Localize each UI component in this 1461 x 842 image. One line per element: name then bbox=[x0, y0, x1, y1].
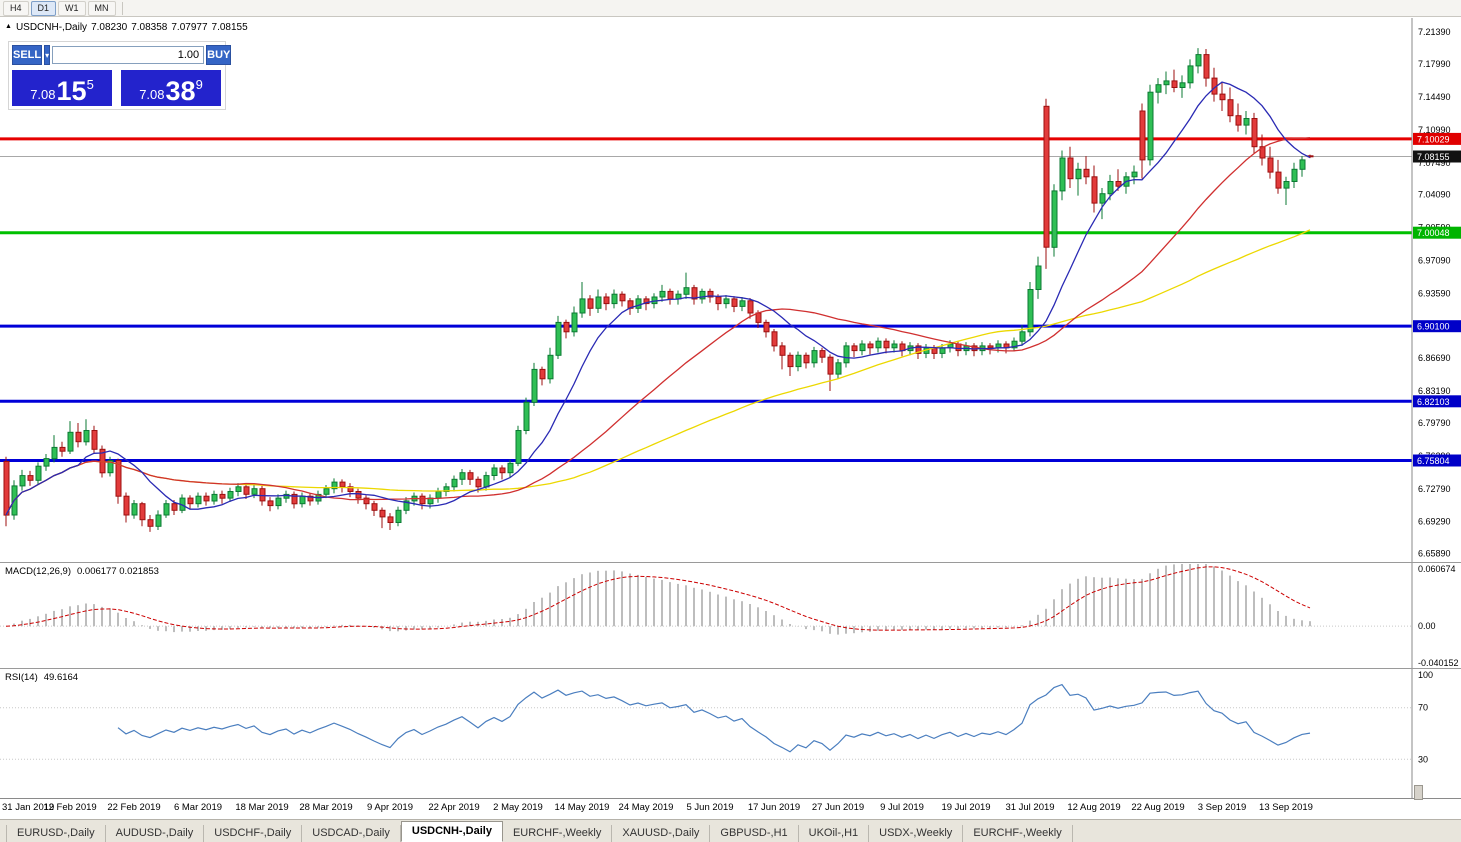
timeframe-d1-button[interactable]: D1 bbox=[30, 0, 57, 16]
volume-input[interactable] bbox=[52, 46, 205, 64]
tab-eurchf-weekly-2[interactable]: EURCHF-,Weekly bbox=[963, 825, 1073, 842]
date-label: 22 Feb 2019 bbox=[107, 802, 161, 813]
date-label: 22 Apr 2019 bbox=[428, 802, 480, 813]
date-axis[interactable]: 31 Jan 2019 12 Feb 2019 22 Feb 2019 6 Mar 2… bbox=[0, 798, 1461, 816]
rsi-label: RSI(14) 49.6164 bbox=[5, 672, 84, 683]
svg-text:6.65890: 6.65890 bbox=[1418, 549, 1451, 559]
svg-text:6.97090: 6.97090 bbox=[1418, 256, 1451, 266]
svg-text:7.17990: 7.17990 bbox=[1418, 59, 1451, 69]
date-label: 27 Jun 2019 bbox=[811, 802, 865, 813]
svg-text:100: 100 bbox=[1418, 670, 1433, 680]
timeframe-w1-button[interactable]: W1 bbox=[58, 0, 86, 16]
svg-text:30: 30 bbox=[1418, 754, 1428, 764]
sell-price-pipette: 5 bbox=[86, 77, 94, 92]
axis-scrollbar[interactable] bbox=[1414, 785, 1423, 800]
date-label: 31 Jan 2019 bbox=[2, 802, 55, 813]
macd-current-values: 0.006177 0.021853 bbox=[77, 566, 159, 577]
date-label: 13 Sep 2019 bbox=[1259, 802, 1313, 813]
panel-separator bbox=[0, 562, 1461, 563]
svg-text:70: 70 bbox=[1418, 703, 1428, 713]
date-label: 12 Aug 2019 bbox=[1067, 802, 1121, 813]
date-label: 24 May 2019 bbox=[618, 802, 674, 813]
tab-usdcnh-daily[interactable]: USDCNH-,Daily bbox=[400, 821, 503, 842]
tab-gbpusd-h1[interactable]: GBPUSD-,H1 bbox=[710, 825, 799, 842]
date-label: 6 Mar 2019 bbox=[173, 802, 223, 813]
svg-text:6.93590: 6.93590 bbox=[1418, 288, 1451, 298]
sell-button[interactable]: SELL bbox=[12, 45, 43, 65]
tab-usdcad-daily[interactable]: USDCAD-,Daily bbox=[302, 825, 401, 842]
date-label: 22 Aug 2019 bbox=[1131, 802, 1185, 813]
svg-text:7.08155: 7.08155 bbox=[1417, 152, 1450, 162]
date-label: 3 Sep 2019 bbox=[1197, 802, 1247, 813]
buy-price-pipette: 9 bbox=[195, 77, 203, 92]
date-label: 19 Jul 2019 bbox=[941, 802, 991, 813]
timeframe-toolbar: H4 D1 W1 MN bbox=[0, 0, 1461, 17]
svg-text:6.83190: 6.83190 bbox=[1418, 386, 1451, 396]
one-click-trading-panel: SELL ▾ BUY 7.08 15 5 7.08 38 9 bbox=[8, 41, 232, 110]
buy-price-display[interactable]: 7.08 38 9 bbox=[121, 70, 221, 106]
tab-eurchf-weekly[interactable]: EURCHF-,Weekly bbox=[503, 825, 613, 842]
tab-xauusd-daily[interactable]: XAUUSD-,Daily bbox=[612, 825, 711, 842]
tab-usdx-weekly[interactable]: USDX-,Weekly bbox=[869, 825, 964, 842]
timeframe-mn-button[interactable]: MN bbox=[87, 0, 116, 16]
svg-text:-0.040152: -0.040152 bbox=[1418, 658, 1459, 668]
svg-text:7.10029: 7.10029 bbox=[1417, 134, 1450, 144]
buy-price-main: 38 bbox=[165, 76, 196, 106]
date-label: 14 May 2019 bbox=[554, 802, 610, 813]
svg-text:7.21390: 7.21390 bbox=[1418, 27, 1451, 37]
date-label: 9 Jul 2019 bbox=[880, 802, 924, 813]
date-label: 9 Apr 2019 bbox=[367, 802, 413, 813]
rsi-name: RSI(14) bbox=[5, 672, 38, 683]
svg-text:7.10990: 7.10990 bbox=[1418, 125, 1451, 135]
rsi-indicator-panel[interactable]: 100 70 30 bbox=[0, 669, 1461, 798]
open-value: 7.08230 bbox=[91, 22, 128, 33]
panel-separator bbox=[0, 668, 1461, 669]
tab-ukoil-h1[interactable]: UKOil-,H1 bbox=[799, 825, 870, 842]
svg-text:0.00: 0.00 bbox=[1418, 621, 1436, 631]
date-label: 28 Mar 2019 bbox=[299, 802, 353, 813]
svg-text:6.75804: 6.75804 bbox=[1417, 456, 1450, 466]
svg-text:7.14490: 7.14490 bbox=[1418, 92, 1451, 102]
tab-eurusd-daily[interactable]: EURUSD-,Daily bbox=[6, 825, 106, 842]
svg-text:6.90100: 6.90100 bbox=[1417, 322, 1450, 332]
chart-tab-bar: EURUSD-,Daily AUDUSD-,Daily USDCHF-,Dail… bbox=[0, 819, 1461, 842]
close-value: 7.08155 bbox=[211, 22, 248, 33]
svg-text:6.72790: 6.72790 bbox=[1418, 484, 1451, 494]
timeframe-h4-button[interactable]: H4 bbox=[3, 0, 29, 16]
date-label: 5 Jun 2019 bbox=[686, 802, 734, 813]
rsi-current-value: 49.6164 bbox=[43, 672, 79, 683]
svg-text:0.060674: 0.060674 bbox=[1418, 564, 1456, 574]
macd-label: MACD(12,26,9) 0.006177 0.021853 bbox=[5, 566, 165, 577]
macd-name: MACD(12,26,9) bbox=[5, 566, 71, 577]
svg-text:6.79790: 6.79790 bbox=[1418, 418, 1451, 428]
low-value: 7.07977 bbox=[171, 22, 208, 33]
date-label: 17 Jun 2019 bbox=[747, 802, 801, 813]
svg-text:7.00048: 7.00048 bbox=[1417, 228, 1450, 238]
sell-price-display[interactable]: 7.08 15 5 bbox=[12, 70, 112, 106]
candlestick-price-chart[interactable]: 7.21390 7.17990 7.14490 7.10990 7.07490 7.040… bbox=[0, 18, 1461, 562]
sell-price-main: 15 bbox=[56, 76, 87, 106]
tab-audusd-daily[interactable]: AUDUSD-,Daily bbox=[106, 825, 205, 842]
date-label: 18 Mar 2019 bbox=[235, 802, 289, 813]
svg-text:7.04090: 7.04090 bbox=[1418, 190, 1451, 200]
svg-text:6.69290: 6.69290 bbox=[1418, 517, 1451, 527]
buy-button[interactable]: BUY bbox=[206, 45, 232, 65]
date-label: 12 Feb 2019 bbox=[43, 802, 97, 813]
ohlc-info-line: ▲ USDCNH-,Daily 7.08230 7.08358 7.07977 7.081… bbox=[5, 22, 252, 33]
svg-text:7.07490: 7.07490 bbox=[1418, 158, 1451, 168]
toolbar-separator bbox=[121, 1, 123, 15]
symbol-name: USDCNH-,Daily bbox=[15, 22, 88, 33]
macd-indicator-panel[interactable]: 0.060674 0.00 -0.040152 bbox=[0, 563, 1461, 668]
svg-text:6.82103: 6.82103 bbox=[1417, 397, 1450, 407]
high-value: 7.08358 bbox=[131, 22, 168, 33]
svg-text:6.86690: 6.86690 bbox=[1418, 353, 1451, 363]
buy-price-prefix: 7.08 bbox=[139, 87, 165, 102]
volume-dropdown-button[interactable]: ▾ bbox=[44, 45, 51, 65]
collapse-trade-panel-icon[interactable]: ▲ bbox=[5, 23, 12, 30]
tab-usdchf-daily[interactable]: USDCHF-,Daily bbox=[204, 825, 303, 842]
date-label: 31 Jul 2019 bbox=[1005, 802, 1055, 813]
date-label: 2 May 2019 bbox=[493, 802, 543, 813]
sell-price-prefix: 7.08 bbox=[30, 87, 56, 102]
